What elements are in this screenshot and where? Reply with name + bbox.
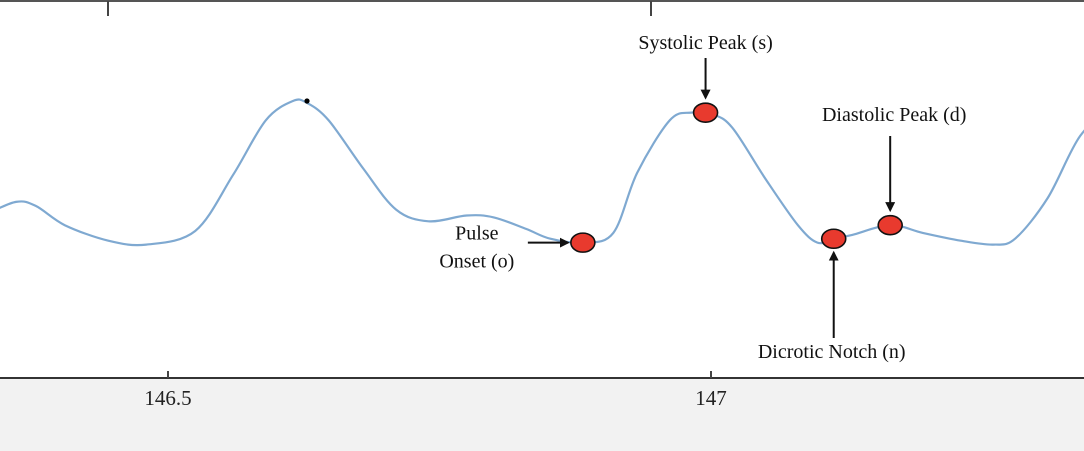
bottom-ticks <box>167 371 712 378</box>
series-line-ppg <box>0 98 1084 247</box>
annotation-systolic: Systolic Peak (s) <box>638 32 773 100</box>
annotation-notch: Dicrotic Notch (n) <box>758 250 906 363</box>
annotation-label: Pulse <box>455 223 498 245</box>
feature-markers <box>570 102 903 253</box>
marker-onset <box>570 232 596 253</box>
marker-systolic <box>692 102 719 123</box>
x-tick-label: 146.5 <box>144 386 191 410</box>
annotations: Systolic Peak (s) Diastolic Peak (d) Pulse… <box>439 32 966 363</box>
peak-dots <box>304 98 310 104</box>
x-tick-labels: 146.5147147.5148 <box>144 386 727 410</box>
annotation-diastolic: Diastolic Peak (d) <box>822 104 966 213</box>
annotation-onset: Pulse Onset (o) <box>439 223 570 273</box>
x-axis-band <box>0 378 1084 451</box>
marker-notch <box>820 228 847 250</box>
top-ticks <box>107 1 652 16</box>
marker-diastolic <box>877 214 903 236</box>
annotation-label: Diastolic Peak (d) <box>822 104 966 126</box>
annotation-label: Onset (o) <box>439 251 514 273</box>
x-tick-label: 147 <box>695 386 727 410</box>
annotation-label: Systolic Peak (s) <box>638 32 772 54</box>
annotation-label: Dicrotic Notch (n) <box>758 341 906 363</box>
peak-dot <box>304 98 310 104</box>
